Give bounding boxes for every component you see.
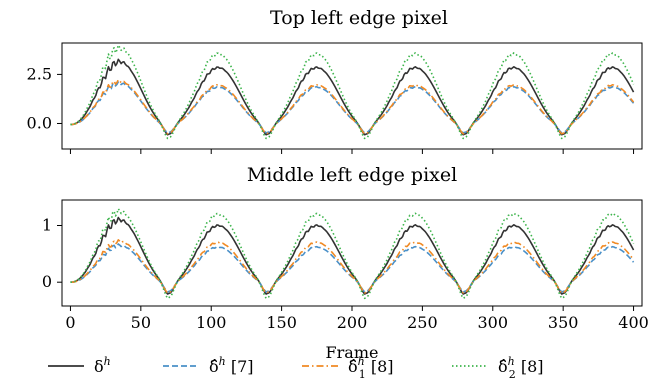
legend-label: δh	[94, 355, 111, 376]
legend-label: δ̂h 2 [8]	[498, 355, 543, 381]
x-axis-label: Frame	[326, 343, 379, 362]
series-line	[70, 44, 635, 140]
top-panel-title: Top left edge pixel	[270, 7, 448, 29]
series-line	[70, 80, 635, 134]
top-panel-frame	[61, 42, 643, 150]
x-tick-label: 150	[266, 313, 297, 332]
legend-label: δ̂h [7]	[209, 355, 253, 376]
x-tick-label: 200	[337, 313, 368, 332]
y-tick-label: 0	[42, 272, 52, 291]
x-tick-label: 350	[548, 313, 579, 332]
x-tick-label: 100	[196, 313, 227, 332]
series-line	[70, 243, 635, 293]
x-tick-label: 50	[131, 313, 151, 332]
y-tick-label: 1	[42, 216, 52, 235]
series-line	[70, 78, 635, 135]
series-line	[70, 207, 635, 300]
x-tick-label: 250	[407, 313, 438, 332]
middle-panel-title: Middle left edge pixel	[247, 164, 457, 186]
legend-label: δ̂h 1 [8]	[348, 355, 393, 381]
top-panel: Top left edge pixel 0.0 2.5	[27, 7, 643, 154]
legend-item: δ̂h 1 [8]	[302, 355, 393, 381]
legend-item: δh	[48, 355, 111, 376]
x-tick-label: 0	[65, 313, 75, 332]
middle-panel: Middle left edge pixel 0 1 0 50 100 150 200 25…	[42, 164, 649, 362]
legend-item: δ̂h 2 [8]	[452, 355, 543, 381]
x-tick-label: 300	[478, 313, 509, 332]
x-tick-label: 400	[618, 313, 649, 332]
legend: δh δ̂h [7] δ̂h 1 [8] δ̂h 2 [8]	[48, 355, 543, 381]
middle-panel-frame	[61, 199, 643, 307]
series-line	[70, 239, 635, 294]
y-tick-label: 2.5	[27, 64, 52, 83]
y-tick-label: 0.0	[27, 113, 52, 132]
legend-item: δ̂h [7]	[163, 355, 253, 376]
series-line	[70, 58, 635, 136]
series-line	[70, 216, 635, 295]
